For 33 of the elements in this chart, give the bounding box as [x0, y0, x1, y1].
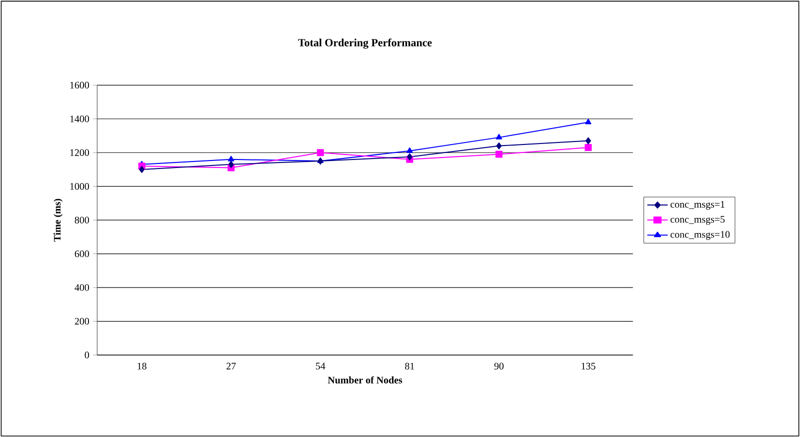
- point: [139, 166, 145, 173]
- legend-label: conc_msgs=1: [670, 200, 724, 210]
- point: [584, 144, 592, 151]
- point: [495, 150, 502, 158]
- x-tick-label: 27: [226, 362, 236, 370]
- point: [496, 134, 502, 140]
- y-tick-label: 1200: [70, 149, 90, 156]
- x-tick-label: 18: [138, 362, 146, 370]
- y-tick-label: 1600: [70, 82, 90, 88]
- point: [228, 160, 234, 168]
- point: [316, 149, 324, 156]
- chart-title: Total Ordering Performance: [298, 38, 432, 49]
- point: [406, 147, 413, 153]
- point: [228, 156, 234, 162]
- y-tick-label: 600: [74, 250, 90, 258]
- y-axis-title: Time (ms): [54, 198, 63, 242]
- y-tick-label: 200: [74, 318, 90, 325]
- y-tick-label: 1000: [70, 182, 90, 190]
- point: [496, 142, 502, 150]
- point: [585, 118, 592, 124]
- x-tick-label: 90: [494, 362, 504, 370]
- y-tick-label: 400: [74, 284, 90, 291]
- y-tick-label: 0: [84, 352, 90, 358]
- y-tick-label: 800: [74, 216, 90, 224]
- x-tick-label: 54: [316, 362, 326, 370]
- legend-label: conc_msgs=5: [670, 216, 725, 225]
- y-tick-label: 1400: [70, 115, 90, 122]
- point: [586, 137, 591, 144]
- point: [406, 153, 412, 160]
- x-axis-title: Number of Nodes: [328, 376, 402, 384]
- legend-label: conc_msgs=10: [670, 230, 730, 240]
- x-tick-label: 135: [582, 362, 596, 370]
- x-tick-label: 81: [405, 362, 414, 370]
